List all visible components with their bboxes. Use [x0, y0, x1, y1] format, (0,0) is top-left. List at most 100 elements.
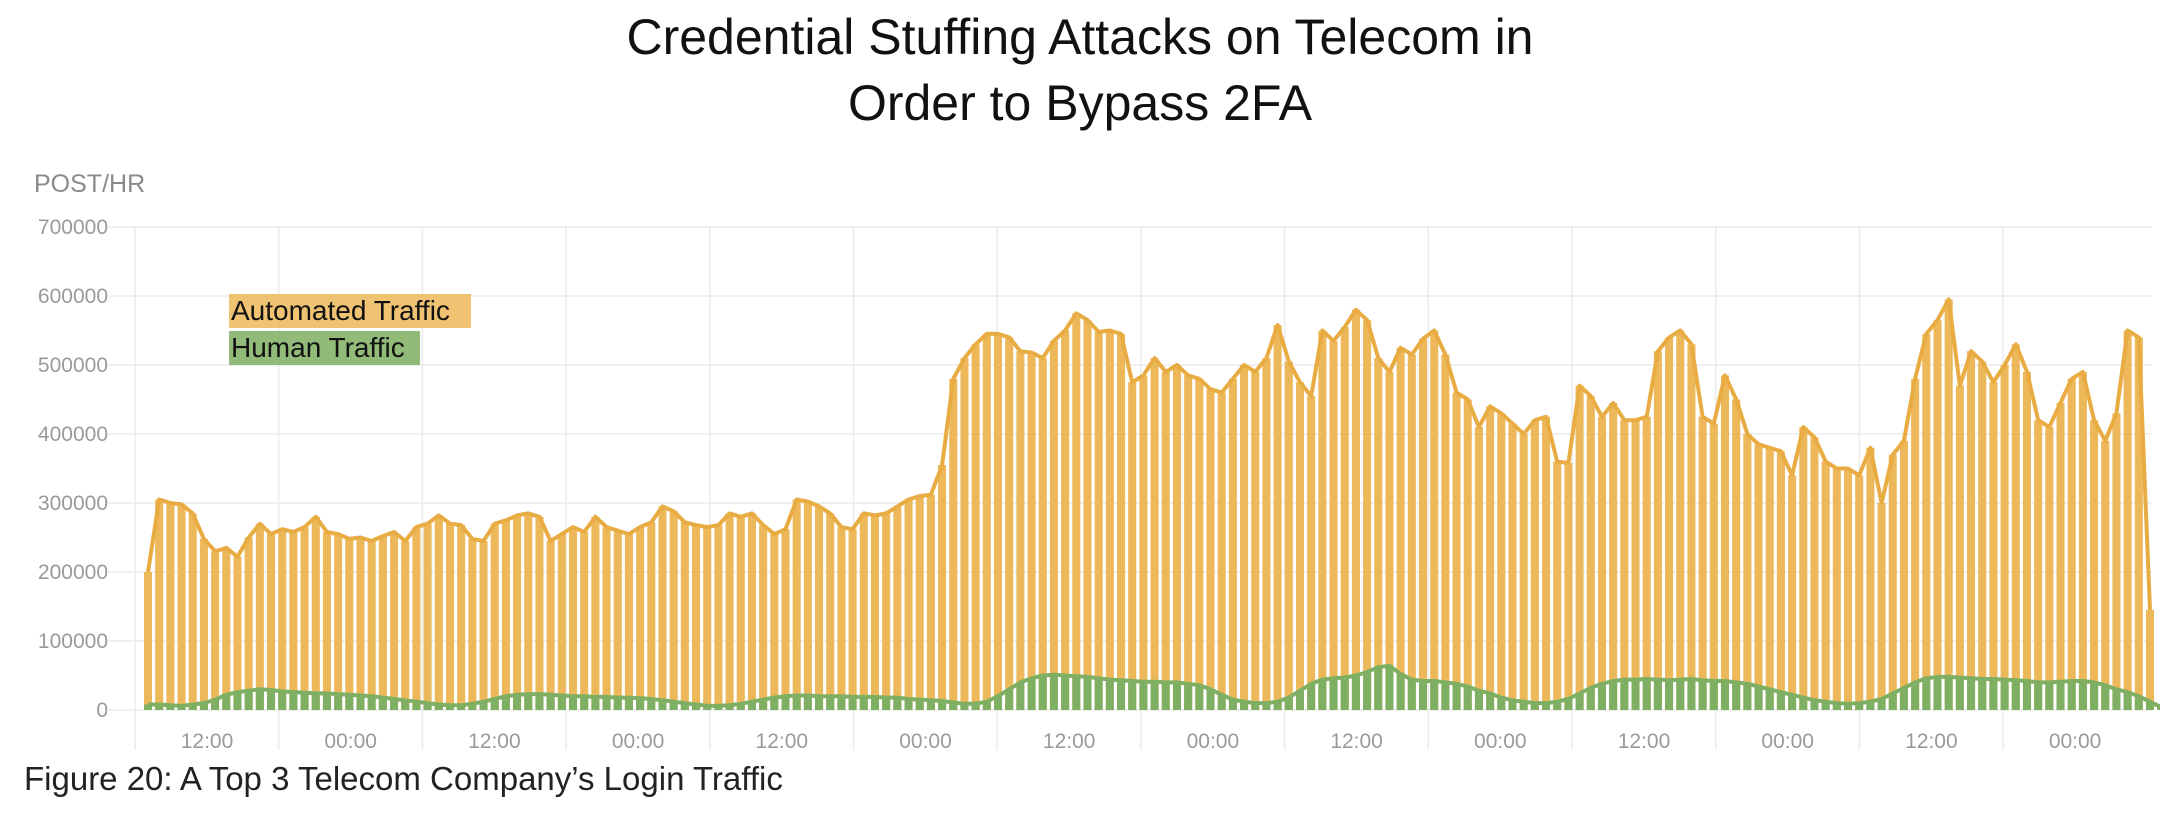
human-traffic-bar	[535, 694, 544, 710]
human-traffic-bar	[1899, 687, 1908, 710]
automated-traffic-bar	[2000, 365, 2009, 710]
human-traffic-bar	[960, 703, 969, 710]
automated-traffic-bar	[1642, 416, 1651, 710]
human-traffic-bar	[1922, 678, 1931, 710]
automated-traffic-bar	[1899, 440, 1908, 710]
human-traffic-bar	[524, 694, 533, 710]
automated-traffic-bar	[1911, 378, 1920, 710]
human-traffic-bar	[2134, 696, 2143, 710]
automated-traffic-bar	[1542, 416, 1551, 710]
human-traffic-bar	[1083, 676, 1092, 710]
human-traffic-bar	[993, 696, 1003, 710]
automated-traffic-bar	[356, 537, 365, 710]
human-traffic-bar	[1955, 677, 1964, 710]
human-traffic-bar	[1027, 678, 1036, 710]
human-traffic-bar	[826, 696, 835, 710]
x-tick-label: 00:00	[1187, 730, 1240, 753]
human-traffic-bar	[781, 696, 790, 710]
automated-traffic-bar	[1363, 320, 1372, 710]
human-traffic-bar	[1776, 692, 1785, 710]
human-traffic-bar	[904, 698, 913, 710]
human-traffic-bar	[1810, 700, 1819, 710]
automated-traffic-bar	[1586, 396, 1595, 710]
automated-traffic-bar	[725, 513, 734, 710]
human-traffic-bar	[222, 694, 231, 710]
automated-traffic-bar	[680, 522, 689, 710]
human-traffic-bar	[568, 696, 578, 710]
automated-traffic-bar	[848, 529, 857, 710]
automated-traffic-bar	[1698, 416, 1707, 710]
human-traffic-bar	[982, 701, 991, 710]
human-traffic-bar	[1441, 682, 1450, 710]
automated-traffic-bar	[244, 537, 253, 710]
human-traffic-bar	[658, 700, 667, 710]
automated-traffic-bar	[2022, 371, 2031, 710]
automated-traffic-bar	[1888, 454, 1897, 710]
automated-traffic-bar	[949, 378, 958, 710]
human-traffic-bar	[1575, 693, 1584, 710]
automated-traffic-bar	[938, 465, 947, 710]
automated-traffic-bar	[1564, 462, 1573, 710]
human-traffic-series	[143, 663, 2160, 710]
automated-traffic-bar	[2078, 371, 2087, 710]
automated-traffic-bar	[1474, 427, 1483, 710]
automated-traffic-bar	[1597, 416, 1606, 710]
human-traffic-bar	[915, 699, 924, 710]
automated-traffic-bar	[882, 513, 891, 710]
automated-traffic-bar	[982, 333, 991, 710]
automated-traffic-bar	[1665, 337, 1674, 710]
automated-traffic-bar	[1866, 447, 1875, 710]
human-traffic-bar	[1072, 676, 1081, 710]
automated-traffic-bar	[1228, 378, 1237, 710]
automated-traffic-bar	[1620, 420, 1629, 710]
automated-traffic-bar	[311, 516, 320, 710]
human-traffic-bar	[725, 705, 734, 710]
human-traffic-bar	[390, 698, 399, 710]
human-traffic-bar	[848, 696, 857, 710]
human-traffic-bar	[1967, 678, 1976, 710]
human-traffic-bar	[1418, 681, 1428, 710]
human-traffic-bar	[1452, 683, 1461, 710]
automated-traffic-bar	[1262, 358, 1271, 710]
human-traffic-bar	[714, 705, 723, 710]
automated-traffic-bar	[1329, 340, 1338, 710]
automated-traffic-bar	[1117, 333, 1126, 710]
human-traffic-bar	[1117, 680, 1126, 710]
automated-traffic-bar	[2011, 344, 2020, 710]
automated-traffic-bar	[1709, 423, 1718, 710]
human-traffic-bar	[1139, 681, 1148, 710]
x-tick-label: 00:00	[1474, 730, 1527, 753]
automated-traffic-bar	[1754, 444, 1763, 710]
automated-traffic-bar	[300, 527, 309, 710]
automated-traffic-bar	[1418, 338, 1428, 710]
automated-traffic-bar	[557, 534, 566, 710]
human-traffic-bar	[2056, 681, 2065, 710]
automated-traffic-bar	[188, 513, 197, 710]
automated-traffic-bar	[736, 516, 745, 710]
x-tick-label: 00:00	[2049, 730, 2102, 753]
human-traffic-bar	[1463, 686, 1472, 710]
automated-traffic-bar	[434, 515, 443, 710]
human-traffic-bar	[244, 690, 253, 710]
human-traffic-bar	[1486, 693, 1495, 710]
automated-traffic-bar	[1150, 358, 1159, 710]
human-traffic-bar	[2011, 680, 2020, 710]
human-traffic-bar	[1508, 700, 1517, 710]
automated-traffic-bar	[267, 534, 276, 710]
automated-traffic-bar	[591, 516, 600, 710]
human-traffic-bar	[1933, 676, 1942, 710]
automated-traffic-bar	[1284, 361, 1293, 710]
automated-traffic-bar	[714, 525, 723, 710]
human-traffic-bar	[1374, 667, 1383, 710]
automated-traffic-bar	[1743, 434, 1752, 710]
human-traffic-bar	[1038, 675, 1047, 710]
automated-traffic-bar	[1061, 330, 1070, 710]
automated-traffic-bar	[1530, 420, 1539, 710]
human-traffic-bar	[188, 704, 197, 710]
legend-label: Automated Traffic	[231, 295, 450, 326]
automated-traffic-bar	[1687, 344, 1696, 710]
automated-traffic-bar	[2090, 420, 2099, 710]
human-traffic-bar	[2157, 707, 2160, 710]
human-traffic-bar	[1586, 687, 1595, 710]
automated-traffic-bar	[1172, 365, 1181, 710]
